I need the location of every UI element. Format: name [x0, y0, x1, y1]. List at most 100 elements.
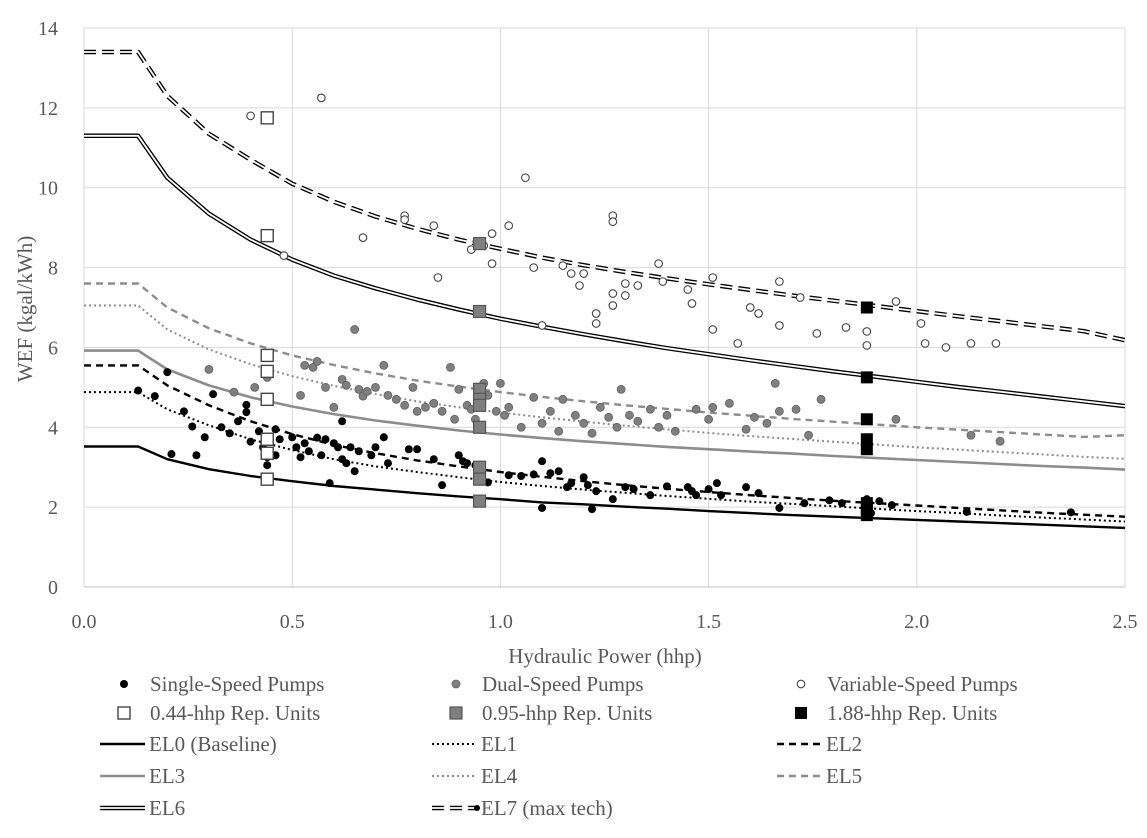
y-tick-label: 12 — [38, 98, 58, 120]
point-dual-speed-pumps — [371, 382, 380, 392]
point-dual-speed-pumps — [558, 394, 568, 404]
legend-entry-el4: EL4 — [432, 764, 518, 788]
point-dual-speed-pumps — [391, 394, 401, 404]
point-single-speed-pumps — [538, 503, 547, 512]
legend-swatch-1-88-hhp-rep-units — [795, 707, 807, 719]
y-tick-label: 2 — [48, 497, 58, 519]
point-variable-speed-pumps — [608, 217, 618, 227]
point-variable-speed-pumps — [358, 233, 368, 242]
point-single-speed-pumps — [692, 491, 701, 500]
point-single-speed-pumps — [567, 479, 576, 488]
point-variable-speed-pumps — [591, 309, 601, 318]
point-single-speed-pumps — [754, 489, 763, 498]
legend-entry-0-44-hhp-rep-units: 0.44-hhp Rep. Units — [117, 701, 320, 725]
legend-label-el5: EL5 — [826, 764, 862, 788]
point-dual-speed-pumps — [296, 390, 305, 400]
line-el4-stroke — [84, 304, 1126, 460]
point-variable-speed-pumps — [812, 329, 822, 338]
y-tick-label: 14 — [38, 18, 58, 40]
point-variable-speed-pumps — [537, 321, 547, 330]
point-dual-speed-pumps — [250, 382, 260, 392]
point-single-speed-pumps — [800, 499, 809, 508]
legend-label-0-44-hhp-rep-units: 0.44-hhp Rep. Units — [150, 701, 320, 725]
point-1-88-hhp-rep-units — [860, 371, 873, 384]
line-el0-baseline — [84, 445, 1126, 530]
point-dual-speed-pumps — [408, 382, 418, 392]
point-variable-speed-pumps — [862, 341, 872, 350]
legend-label-el1: EL1 — [481, 732, 517, 756]
point-single-speed-pumps — [404, 445, 413, 454]
point-dual-speed-pumps — [495, 378, 505, 388]
point-dual-speed-pumps — [708, 402, 718, 412]
point-variable-speed-pumps — [591, 319, 601, 328]
series-dual-speed-pumps — [204, 325, 1005, 446]
point-dual-speed-pumps — [750, 412, 759, 422]
gridlines — [83, 27, 1126, 588]
point-single-speed-pumps — [825, 496, 834, 505]
point-single-speed-pumps — [225, 429, 234, 438]
point-single-speed-pumps — [429, 455, 438, 464]
point-variable-speed-pumps — [754, 309, 763, 318]
legend-label-el6: EL6 — [149, 796, 185, 820]
point-dual-speed-pumps — [633, 416, 643, 426]
x-tick-label: 1.5 — [696, 611, 721, 633]
point-dual-speed-pumps — [774, 406, 784, 416]
point-dual-speed-pumps — [804, 430, 813, 440]
point-dual-speed-pumps — [625, 410, 634, 420]
point-variable-speed-pumps — [775, 277, 784, 286]
point-single-speed-pumps — [629, 485, 638, 494]
point-single-speed-pumps — [413, 445, 422, 454]
point-single-speed-pumps — [296, 453, 305, 462]
point-single-speed-pumps — [313, 433, 322, 442]
point-single-speed-pumps — [704, 485, 713, 494]
legend-entry-el7-max-tech: EL7 (max tech) — [432, 796, 613, 820]
point-variable-speed-pumps — [529, 263, 539, 272]
point-variable-speed-pumps — [708, 325, 718, 334]
series-0-95-hhp-rep-units — [472, 237, 487, 508]
point-0-44-hhp-rep-units — [260, 392, 274, 407]
point-variable-speed-pumps — [633, 281, 643, 290]
point-dual-speed-pumps — [816, 394, 826, 404]
x-axis-label: Hydraulic Power (hhp) — [508, 644, 702, 668]
point-dual-speed-pumps — [579, 418, 589, 428]
point-0-95-hhp-rep-units — [472, 398, 487, 412]
point-single-speed-pumps — [712, 479, 721, 488]
point-dual-speed-pumps — [354, 384, 364, 394]
point-variable-speed-pumps — [620, 291, 630, 300]
line-el3-stroke — [84, 349, 1126, 471]
legend-swatch-variable-speed-pumps — [796, 679, 806, 689]
point-dual-speed-pumps — [516, 422, 526, 432]
legend-entry-dual-speed-pumps: Dual-Speed Pumps — [451, 672, 644, 696]
legend-entry-variable-speed-pumps: Variable-Speed Pumps — [796, 672, 1018, 696]
point-single-speed-pumps — [271, 425, 280, 434]
point-variable-speed-pumps — [687, 299, 697, 308]
point-dual-speed-pumps — [704, 414, 713, 424]
point-dual-speed-pumps — [770, 378, 780, 388]
point-0-95-hhp-rep-units — [472, 460, 487, 474]
x-tick-label: 2.0 — [904, 611, 929, 633]
point-single-speed-pumps — [300, 439, 309, 448]
point-single-speed-pumps — [242, 408, 251, 417]
point-single-speed-pumps — [583, 481, 592, 490]
point-dual-speed-pumps — [437, 406, 447, 416]
point-single-speed-pumps — [454, 451, 463, 460]
legend-entry-el0-baseline: EL0 (Baseline) — [100, 732, 277, 756]
point-dual-speed-pumps — [412, 406, 422, 416]
legend-swatch-0-95-hhp-rep-units — [449, 706, 463, 720]
point-single-speed-pumps — [350, 467, 359, 476]
point-0-95-hhp-rep-units — [472, 304, 487, 319]
point-single-speed-pumps — [334, 443, 343, 452]
legend-label-el0-baseline: EL0 (Baseline) — [149, 732, 277, 756]
point-dual-speed-pumps — [604, 412, 614, 422]
point-dual-speed-pumps — [545, 406, 555, 416]
point-dual-speed-pumps — [791, 404, 801, 414]
legend-label-dual-speed-pumps: Dual-Speed Pumps — [482, 672, 644, 696]
point-variable-speed-pumps — [916, 319, 926, 328]
efficiency-level-lines — [84, 49, 1126, 530]
point-dual-speed-pumps — [595, 402, 605, 412]
point-dual-speed-pumps — [654, 422, 664, 432]
point-0-44-hhp-rep-units — [260, 111, 274, 125]
point-single-speed-pumps — [608, 495, 617, 504]
point-variable-speed-pumps — [658, 277, 668, 286]
point-single-speed-pumps — [246, 437, 255, 446]
